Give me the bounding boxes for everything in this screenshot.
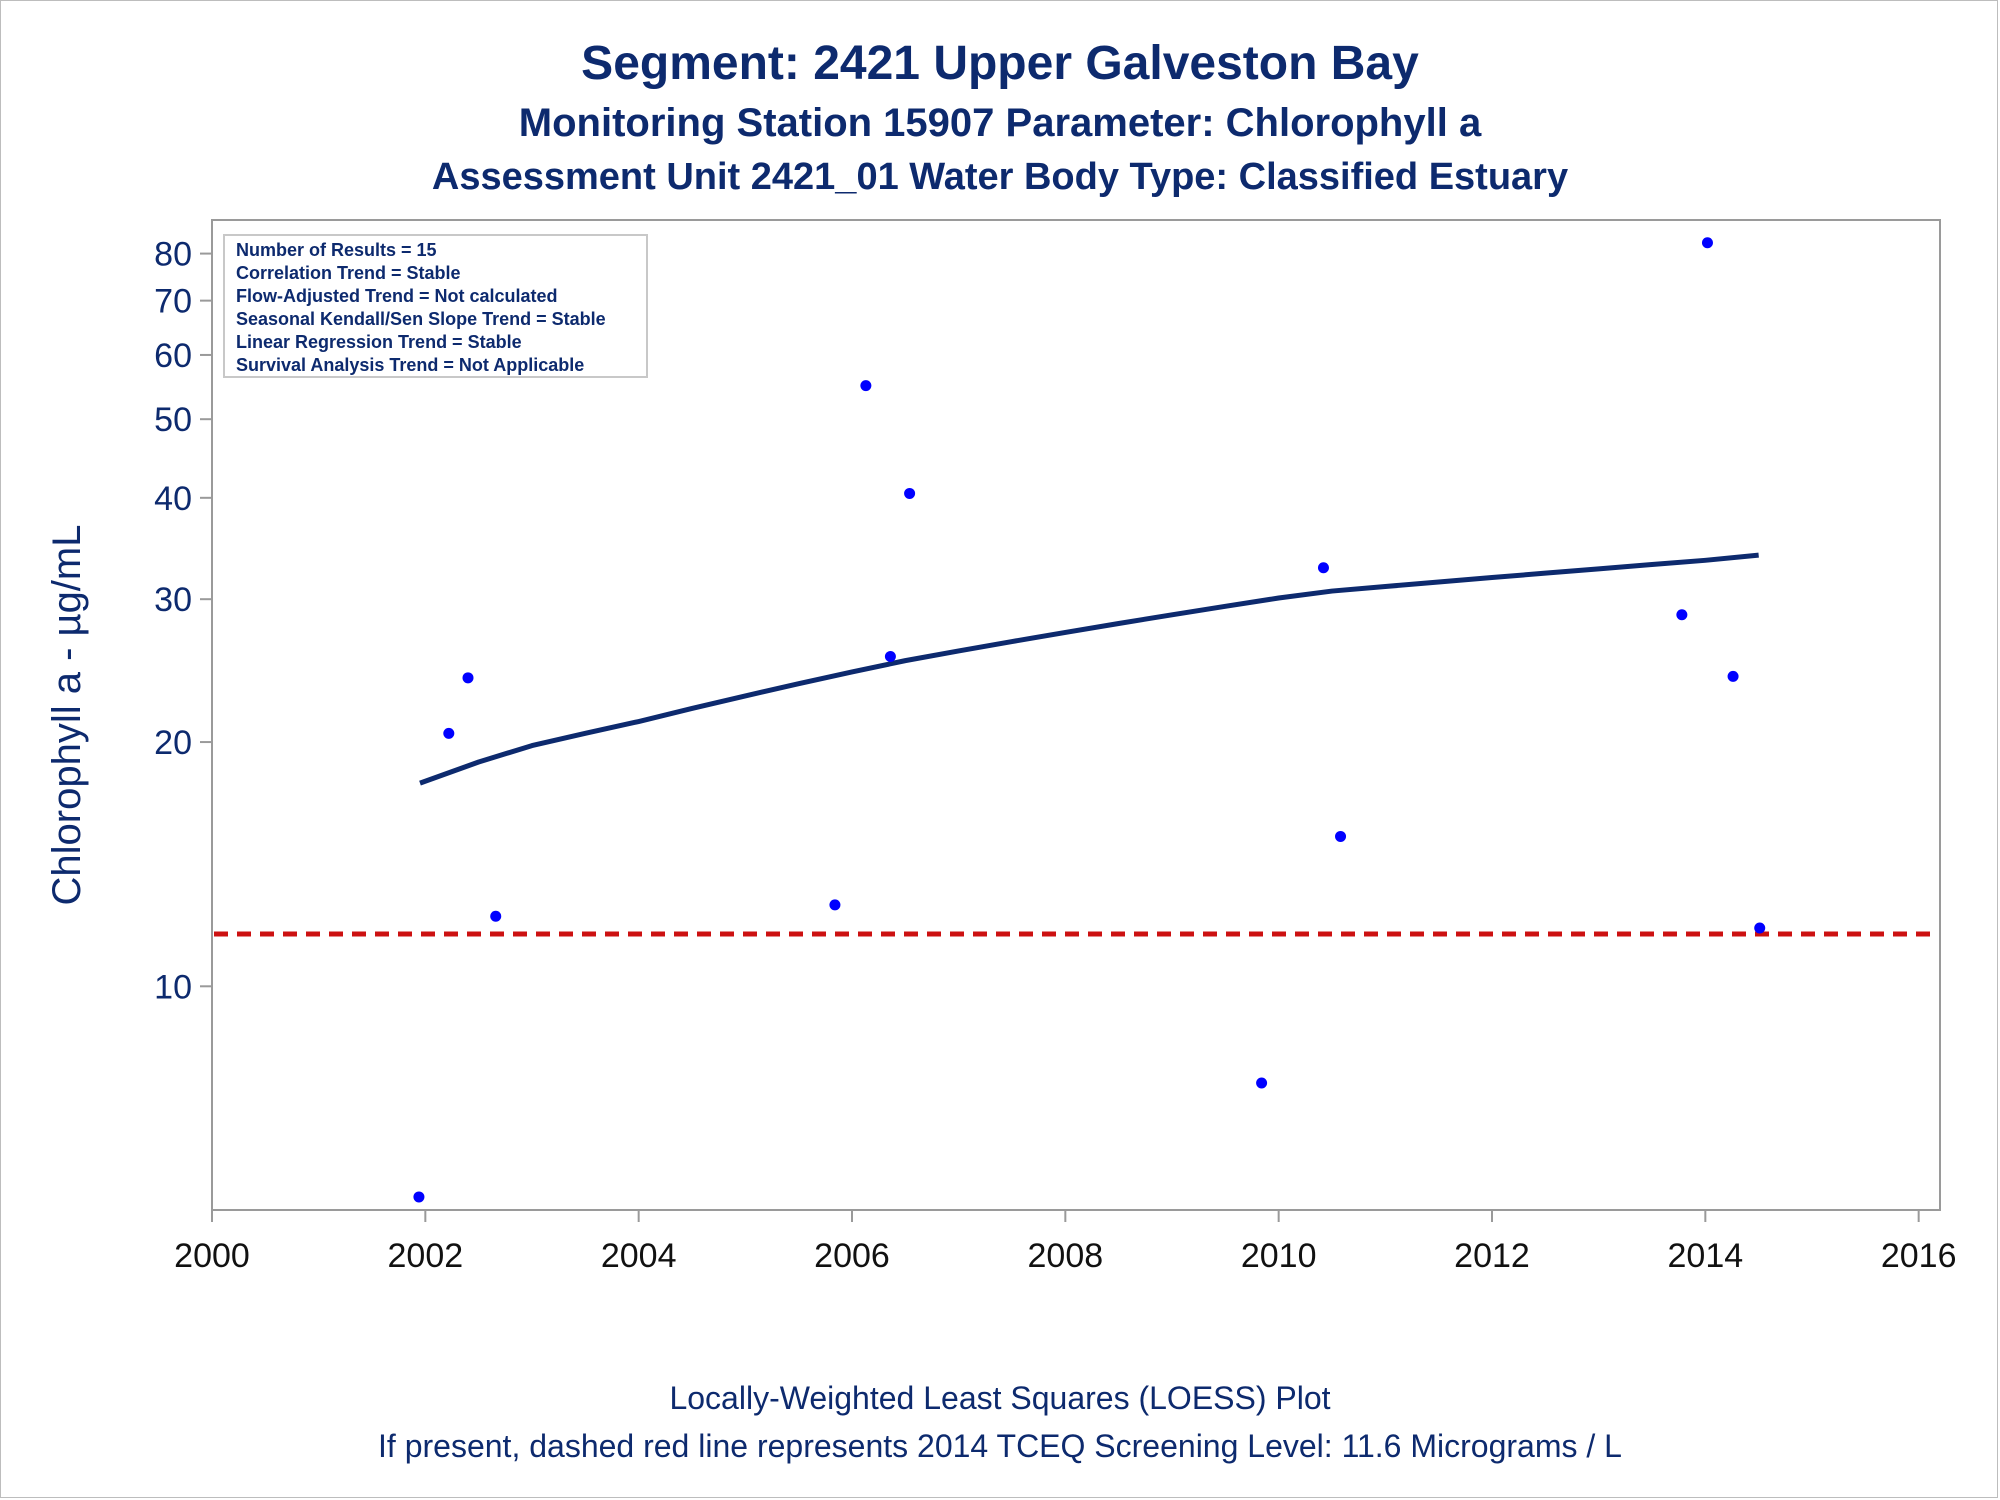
data-point <box>1727 670 1739 682</box>
data-point <box>1335 830 1347 842</box>
x-tick-label: 2010 <box>1241 1237 1317 1275</box>
y-tick-label: 70 <box>154 283 192 321</box>
y-tick-label: 80 <box>154 236 192 274</box>
footnote-screening-level: If present, dashed red line represents 2… <box>378 1428 1622 1464</box>
data-point <box>462 672 474 684</box>
data-point <box>860 380 872 392</box>
y-tick-label: 20 <box>154 724 192 762</box>
data-point <box>904 487 916 499</box>
data-point <box>829 899 841 911</box>
chart-subtitle-assessment: Assessment Unit 2421_01 Water Body Type:… <box>431 156 1569 198</box>
chart-title: Segment: 2421 Upper Galveston Bay <box>581 37 1419 90</box>
x-tick-label: 2014 <box>1668 1237 1744 1275</box>
data-point <box>1701 237 1713 249</box>
trend-stats-box-border <box>223 234 648 378</box>
data-point <box>1754 922 1766 934</box>
y-tick-label: 60 <box>154 337 192 375</box>
plot-area <box>211 219 1941 1211</box>
stat-linear-regression-trend: Linear Regression Trend = Stable <box>236 332 522 352</box>
x-tick-label: 2016 <box>1881 1237 1957 1275</box>
stat-seasonal-kendall-trend: Seasonal Kendall/Sen Slope Trend = Stabl… <box>236 309 606 329</box>
x-tick-label: 2012 <box>1454 1237 1530 1275</box>
data-point <box>1317 562 1329 574</box>
x-tick-label: 2006 <box>814 1237 890 1275</box>
data-point <box>443 727 455 739</box>
data-point <box>1676 609 1688 621</box>
loess-curve <box>419 552 1759 786</box>
x-tick-label: 2008 <box>1028 1237 1104 1275</box>
x-tick-label: 2002 <box>388 1237 464 1275</box>
y-axis-label: Chlorophyll a - µg/mL <box>45 525 89 906</box>
footnote-loess: Locally-Weighted Least Squares (LOESS) P… <box>669 1380 1331 1416</box>
x-tick-label: 2004 <box>601 1237 677 1275</box>
data-points <box>413 237 1766 1203</box>
y-tick-label: 10 <box>154 968 192 1006</box>
x-tick-label: 2000 <box>174 1237 250 1275</box>
trend-stats-box: Number of Results = 15 Correlation Trend… <box>223 234 648 378</box>
data-point <box>884 650 896 662</box>
stat-correlation-trend: Correlation Trend = Stable <box>236 263 461 283</box>
stat-flow-adjusted-trend: Flow-Adjusted Trend = Not calculated <box>236 286 558 306</box>
data-point <box>1256 1077 1268 1089</box>
y-tick-label: 40 <box>154 480 192 518</box>
stat-number-of-results: Number of Results = 15 <box>236 240 437 260</box>
stat-survival-analysis-trend: Survival Analysis Trend = Not Applicable <box>236 355 584 375</box>
data-point <box>490 910 502 922</box>
y-axis: 10 20 30 40 50 60 70 80 <box>154 236 212 1006</box>
y-tick-label: 30 <box>154 581 192 619</box>
chart-subtitle-station: Monitoring Station 15907 Parameter: Chlo… <box>518 101 1482 145</box>
data-point <box>413 1191 425 1203</box>
y-tick-label: 50 <box>154 401 192 439</box>
x-axis: 2000 2002 2004 2006 2008 2010 2012 2014 2016 <box>174 1210 1956 1275</box>
